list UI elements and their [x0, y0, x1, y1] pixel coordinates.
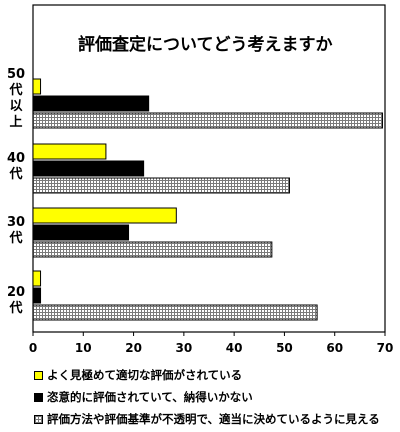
legend-item-appropriate: よく見極めて適切な評価がされている — [34, 364, 398, 386]
bar-3-2 — [32, 177, 290, 194]
bar-3-4 — [32, 304, 318, 321]
legend-swatch-black — [34, 392, 43, 402]
y-tick-label: 代 — [8, 166, 22, 182]
legend-swatch-grid — [34, 414, 43, 424]
legend-item-opaque: 評価方法や評価基準が不透明で、適当に決めているように見える — [34, 408, 398, 430]
x-tick-label: 10 — [75, 341, 92, 355]
x-tick-label: 0 — [29, 341, 37, 355]
bar-1-2 — [32, 143, 107, 160]
bar-2-4 — [32, 287, 42, 304]
x-tick-label: 20 — [125, 341, 142, 355]
bar-1-1 — [32, 78, 42, 95]
legend-label: 評価方法や評価基準が不透明で、適当に決めているように見える — [47, 412, 380, 426]
y-tick-label: 40 — [7, 151, 25, 166]
bar-1-4 — [32, 270, 42, 287]
y-tick-label: 30 — [7, 215, 25, 230]
x-tick-label: 60 — [326, 341, 343, 355]
y-tick-label: 20 — [7, 285, 25, 300]
x-tick-label: 50 — [276, 341, 293, 355]
chart-title: 評価査定についてどう考えますか — [78, 34, 333, 55]
legend-item-arbitrary: 恣意的に評価されていて、納得いかない — [34, 386, 398, 408]
legend: よく見極めて適切な評価がされている 恣意的に評価されていて、納得いかない 評価方… — [34, 364, 398, 430]
legend-label: 恣意的に評価されていて、納得いかない — [47, 390, 253, 404]
legend-label: よく見極めて適切な評価がされている — [47, 368, 243, 382]
y-tick-label: 50 — [7, 67, 25, 82]
y-tick-label: 以 — [9, 99, 22, 114]
bar-2-1 — [32, 95, 150, 112]
y-tick-label: 上 — [9, 115, 22, 130]
x-tick-label: 70 — [377, 341, 394, 355]
bar-2-2 — [32, 160, 145, 177]
bar-2-3 — [32, 224, 130, 241]
x-tick-label: 40 — [226, 341, 243, 355]
y-tick-label: 代 — [8, 300, 22, 316]
bar-1-3 — [32, 207, 177, 224]
y-tick-label: 代 — [8, 230, 22, 246]
legend-swatch-yellow — [34, 370, 43, 380]
bar-3-3 — [32, 241, 273, 258]
bar-3-1 — [32, 112, 383, 129]
y-tick-label: 代 — [8, 82, 22, 98]
x-tick-label: 30 — [176, 341, 193, 355]
